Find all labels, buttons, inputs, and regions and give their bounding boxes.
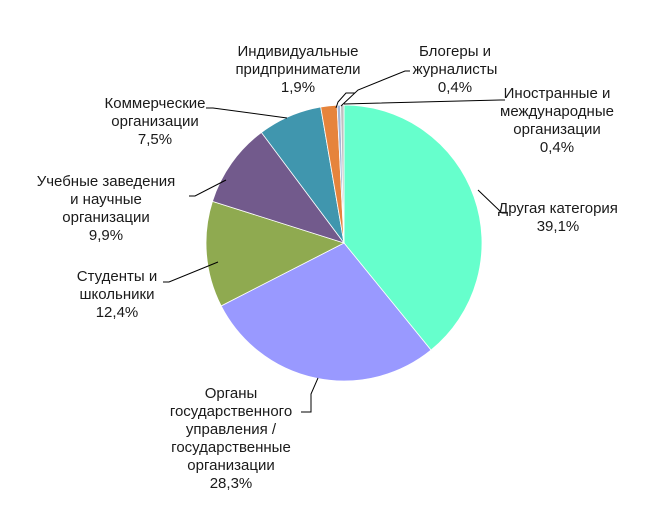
leader-line	[189, 179, 227, 197]
slice-label-line: международные	[500, 103, 614, 120]
leader-line	[343, 99, 505, 105]
slice-percent: 0,4%	[438, 79, 472, 96]
slice-label-line: организации	[187, 457, 274, 474]
leader-line	[163, 261, 219, 283]
slice-label: Индивидуальные придприниматели 1,9%	[235, 43, 360, 96]
pie-slice	[220, 242, 432, 382]
slice-label-line: Иностранные и	[504, 85, 611, 102]
pie-slices	[205, 104, 483, 382]
slice-label: Учебные заведения и научные организации 9,9…	[37, 173, 176, 244]
slice-percent: 7,5%	[138, 131, 172, 148]
slice-label-line: государственные	[171, 439, 291, 456]
slice-label-line: Блогеры и	[419, 43, 491, 60]
slice-label-line: школьники	[80, 286, 155, 303]
slice-label-line: Коммерческие	[104, 95, 205, 112]
slice-label-line: Другая категория	[498, 200, 618, 217]
slice-label: Иностранные и международные организации 0,4…	[500, 85, 614, 156]
leader-line	[206, 107, 288, 119]
slice-label: Студенты и школьники 12,4%	[77, 268, 157, 321]
slice-percent: 1,9%	[281, 79, 315, 96]
pie-slice	[343, 104, 483, 351]
slice-label-line: управления /	[186, 421, 277, 438]
slice-label: Другая категория 39,1%	[498, 200, 618, 235]
leader-line	[477, 189, 507, 214]
slice-percent: 9,9%	[89, 227, 123, 244]
slice-label-line: организации	[513, 121, 600, 138]
slice-label-line: Студенты и	[77, 268, 157, 285]
slice-label: Органы государственного управления / госуда…	[170, 385, 292, 492]
slice-percent: 0,4%	[540, 139, 574, 156]
pie-slice	[211, 131, 346, 244]
slice-label-line: придприниматели	[235, 61, 360, 78]
slice-label: Блогеры и журналисты 0,4%	[413, 43, 498, 96]
slice-percent: 12,4%	[96, 304, 139, 321]
leader-lines	[163, 70, 507, 413]
slice-percent: 28,3%	[210, 475, 253, 492]
slice-label-line: журналисты	[413, 61, 498, 78]
slice-label-line: Индивидуальные	[238, 43, 359, 60]
slice-percent: 39,1%	[537, 218, 580, 235]
slice-label-line: Учебные заведения	[37, 173, 176, 190]
leader-line	[335, 92, 355, 109]
slice-label-line: и научные	[70, 191, 142, 208]
slice-labels: Другая категория 39,1%Органы государственн…	[37, 43, 618, 492]
leader-line	[301, 377, 319, 413]
slice-label-line: государственного	[170, 403, 292, 420]
leader-line	[340, 70, 410, 107]
slice-label-line: организации	[111, 113, 198, 130]
slice-label-line: организации	[62, 209, 149, 226]
slice-label-line: Органы	[205, 385, 258, 402]
pie-slice	[205, 200, 346, 307]
slice-label: Коммерческие организации 7,5%	[104, 95, 205, 148]
